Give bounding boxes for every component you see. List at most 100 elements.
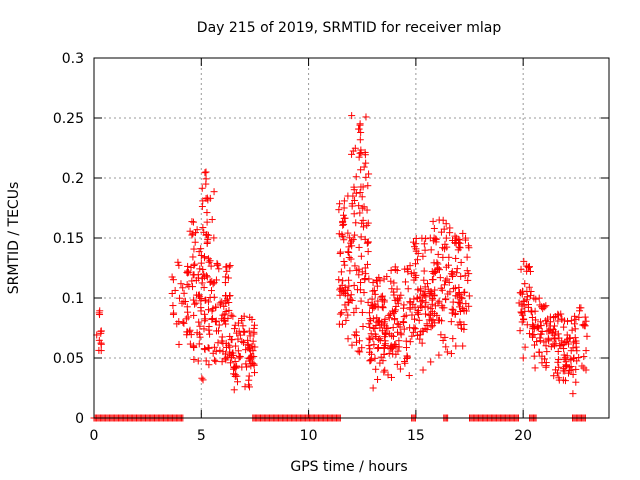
data-point — [416, 302, 424, 310]
data-point — [360, 163, 368, 171]
data-point — [436, 274, 444, 282]
data-point — [369, 315, 377, 323]
data-point — [543, 348, 551, 356]
data-point — [219, 311, 227, 319]
data-point — [362, 159, 370, 167]
data-point — [361, 276, 369, 284]
data-point — [194, 291, 202, 299]
data-point — [404, 285, 412, 293]
data-point — [229, 312, 237, 320]
data-point — [549, 340, 557, 348]
y-tick-label: 0.1 — [62, 291, 84, 307]
data-point — [208, 315, 216, 323]
data-point — [221, 279, 229, 287]
data-point — [198, 279, 206, 287]
data-point — [340, 197, 348, 205]
x-tick-label: 5 — [197, 428, 206, 444]
data-point — [335, 206, 343, 214]
data-point — [203, 209, 211, 217]
data-point — [340, 257, 348, 265]
data-point — [197, 307, 205, 315]
data-point — [525, 283, 533, 291]
data-point — [218, 298, 226, 306]
data-point — [366, 336, 374, 344]
data-point — [345, 282, 353, 290]
data-point — [388, 332, 396, 340]
data-point — [372, 365, 380, 373]
data-point — [357, 252, 365, 260]
data-point — [529, 331, 537, 339]
data-point — [189, 218, 197, 226]
data-point — [428, 276, 436, 284]
data-point — [341, 301, 349, 309]
data-point — [210, 188, 218, 196]
data-point — [385, 314, 393, 322]
data-point — [348, 200, 356, 208]
data-point — [516, 327, 524, 335]
data-point — [371, 354, 379, 362]
data-point — [452, 342, 460, 350]
data-point — [191, 260, 199, 268]
data-point — [537, 303, 545, 311]
data-point — [457, 293, 465, 301]
data-point — [193, 226, 201, 234]
data-point — [349, 147, 357, 155]
data-point — [381, 315, 389, 323]
data-point — [356, 136, 364, 144]
data-point — [420, 267, 428, 275]
data-point — [374, 345, 382, 353]
data-point — [554, 330, 562, 338]
data-point — [423, 322, 431, 330]
data-point — [452, 239, 460, 247]
data-point — [408, 332, 416, 340]
x-tick-label: 0 — [90, 428, 99, 444]
data-point — [441, 277, 449, 285]
data-point — [575, 353, 583, 361]
data-point — [537, 318, 545, 326]
data-point — [342, 316, 350, 324]
data-point — [351, 331, 359, 339]
data-point — [196, 322, 204, 330]
data-point — [395, 337, 403, 345]
data-point — [582, 366, 590, 374]
data-point — [411, 260, 419, 268]
data-point — [175, 261, 183, 269]
data-point — [359, 216, 367, 224]
data-point — [560, 345, 568, 353]
data-point — [368, 295, 376, 303]
data-point — [421, 246, 429, 254]
data-point — [431, 286, 439, 294]
data-point — [231, 363, 239, 371]
data-point — [210, 234, 218, 242]
data-point — [515, 299, 523, 307]
data-point — [532, 295, 540, 303]
data-point — [344, 311, 352, 319]
data-point — [392, 302, 400, 310]
data-point — [569, 370, 577, 378]
data-point — [347, 255, 355, 263]
data-point — [528, 313, 536, 321]
data-point — [203, 194, 211, 202]
data-point — [183, 281, 191, 289]
data-point — [457, 258, 465, 266]
data-point — [243, 363, 251, 371]
data-point — [248, 315, 256, 323]
data-point — [365, 320, 373, 328]
data-point — [427, 305, 435, 313]
data-point — [357, 278, 365, 286]
data-point — [551, 335, 559, 343]
data-point — [194, 357, 202, 365]
data-point — [193, 329, 201, 337]
data-point — [447, 270, 455, 278]
data-point — [350, 210, 358, 218]
data-point — [393, 267, 401, 275]
data-point — [550, 334, 558, 342]
data-point — [567, 347, 575, 355]
data-point — [352, 189, 360, 197]
data-point — [382, 324, 390, 332]
data-point — [524, 263, 532, 271]
data-point — [414, 256, 422, 264]
data-point — [202, 357, 210, 365]
data-point — [399, 304, 407, 312]
data-point — [427, 311, 435, 319]
